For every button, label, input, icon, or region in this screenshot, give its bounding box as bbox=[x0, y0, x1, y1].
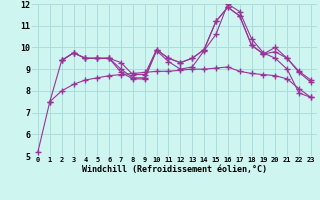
X-axis label: Windchill (Refroidissement éolien,°C): Windchill (Refroidissement éolien,°C) bbox=[82, 165, 267, 174]
